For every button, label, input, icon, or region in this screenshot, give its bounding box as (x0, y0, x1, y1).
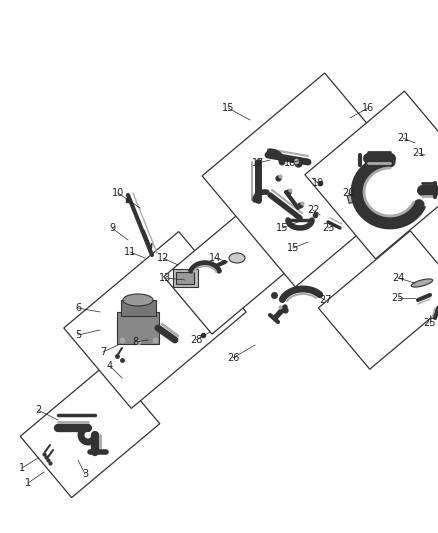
Text: 5: 5 (75, 330, 81, 340)
Text: 3: 3 (82, 469, 88, 479)
Text: 15: 15 (287, 243, 299, 253)
Text: 25: 25 (424, 318, 436, 328)
Text: 17: 17 (252, 158, 264, 168)
Text: 9: 9 (109, 223, 115, 233)
Polygon shape (347, 192, 361, 204)
Text: 23: 23 (322, 223, 334, 233)
Text: 16: 16 (362, 103, 374, 113)
Text: 25: 25 (392, 293, 404, 303)
Text: 28: 28 (190, 335, 202, 345)
Text: 7: 7 (100, 347, 106, 357)
Text: 22: 22 (307, 205, 319, 215)
Text: 21: 21 (412, 148, 424, 158)
Text: 4: 4 (107, 361, 113, 371)
Text: 12: 12 (157, 253, 169, 263)
Text: 8: 8 (132, 337, 138, 347)
Polygon shape (202, 73, 418, 287)
Polygon shape (173, 269, 198, 287)
Ellipse shape (411, 279, 433, 287)
Text: 1: 1 (25, 478, 31, 488)
Text: 1: 1 (19, 463, 25, 473)
Polygon shape (318, 231, 438, 369)
Polygon shape (20, 362, 160, 498)
Text: 24: 24 (392, 273, 404, 283)
Text: 6: 6 (75, 303, 81, 313)
Ellipse shape (123, 294, 153, 306)
Text: 13: 13 (159, 273, 171, 283)
Text: 19: 19 (312, 178, 324, 188)
Polygon shape (176, 272, 194, 284)
Text: 2: 2 (35, 405, 41, 415)
Text: 15: 15 (222, 103, 234, 113)
Text: 20: 20 (342, 188, 354, 198)
Text: 27: 27 (319, 295, 331, 305)
Text: 26: 26 (227, 353, 239, 363)
Text: 11: 11 (124, 247, 136, 257)
Text: 15: 15 (276, 223, 288, 233)
Polygon shape (120, 300, 155, 316)
Text: 10: 10 (112, 188, 124, 198)
Polygon shape (64, 231, 246, 408)
Text: 21: 21 (397, 133, 409, 143)
Text: 14: 14 (209, 253, 221, 263)
Polygon shape (117, 312, 159, 344)
Text: 18: 18 (284, 158, 296, 168)
Ellipse shape (229, 253, 245, 263)
Polygon shape (164, 206, 296, 334)
Polygon shape (305, 91, 438, 259)
